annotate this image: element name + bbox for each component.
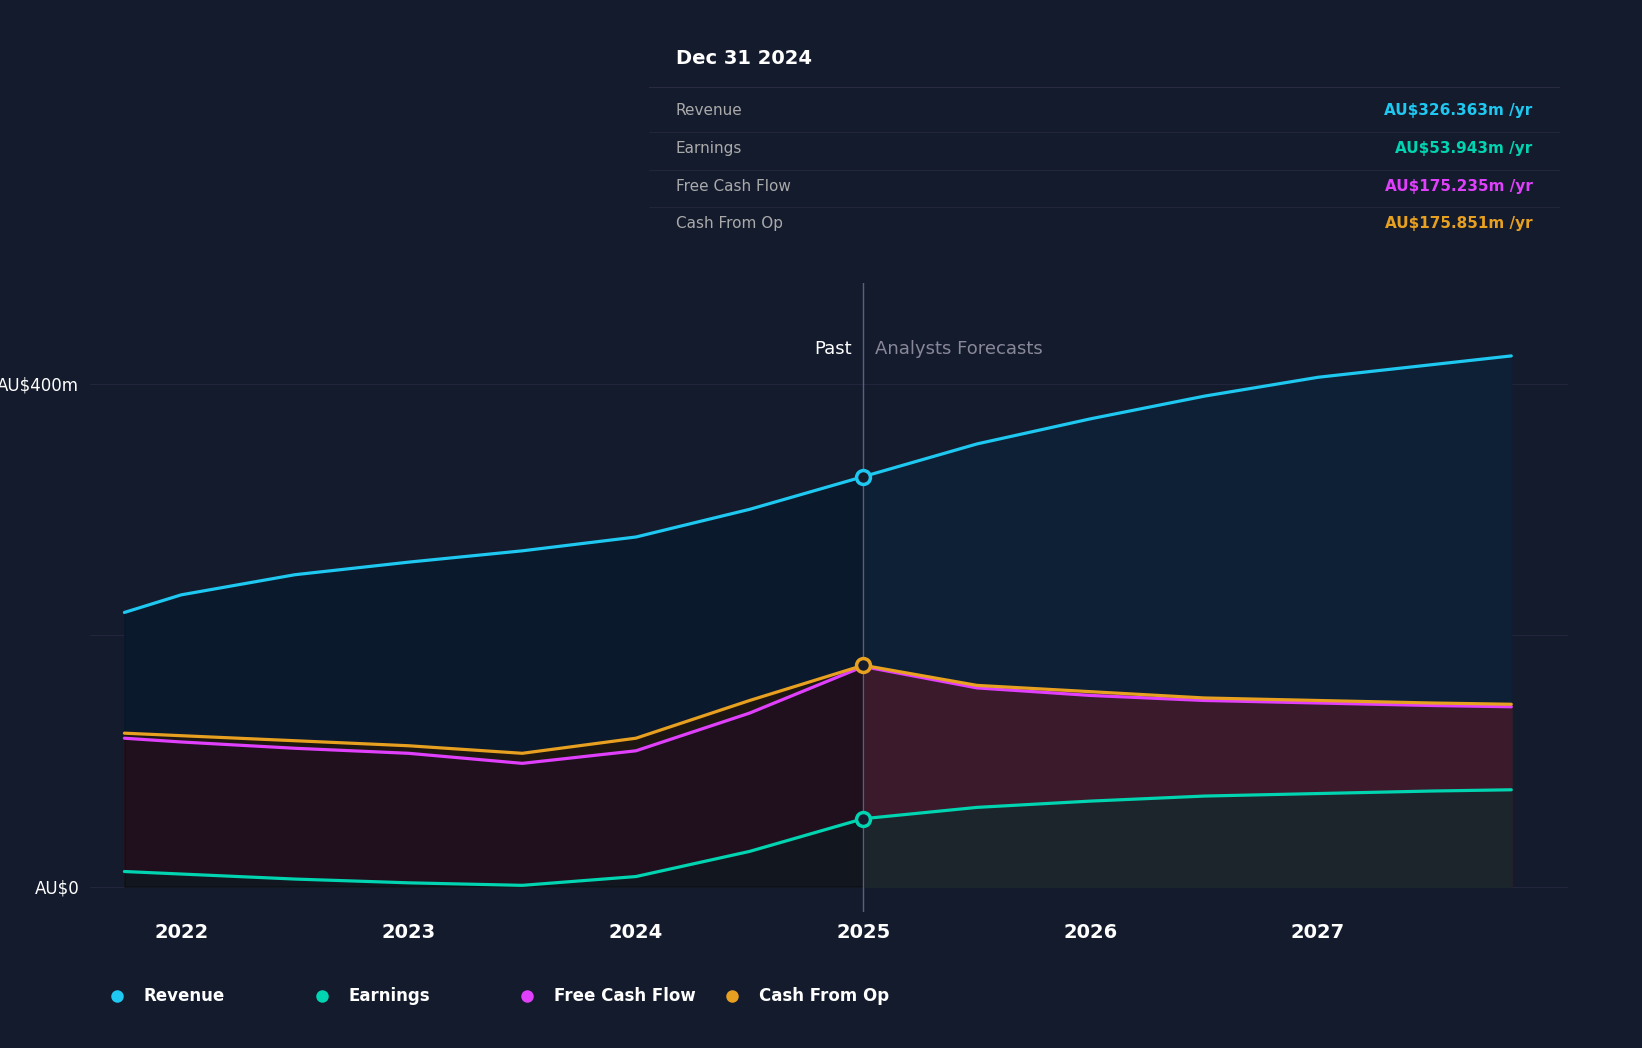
Text: Past: Past	[814, 341, 852, 358]
Text: Dec 31 2024: Dec 31 2024	[677, 49, 811, 68]
Text: Revenue: Revenue	[143, 987, 225, 1005]
Text: Earnings: Earnings	[348, 987, 430, 1005]
Text: Free Cash Flow: Free Cash Flow	[553, 987, 696, 1005]
Text: Cash From Op: Cash From Op	[677, 216, 783, 232]
Text: Cash From Op: Cash From Op	[759, 987, 888, 1005]
Text: Free Cash Flow: Free Cash Flow	[677, 178, 791, 194]
Text: AU$175.851m /yr: AU$175.851m /yr	[1384, 216, 1532, 232]
Text: AU$175.235m /yr: AU$175.235m /yr	[1384, 178, 1532, 194]
Text: Revenue: Revenue	[677, 103, 742, 118]
Text: Analysts Forecasts: Analysts Forecasts	[875, 341, 1043, 358]
Text: Earnings: Earnings	[677, 140, 742, 156]
Text: AU$53.943m /yr: AU$53.943m /yr	[1396, 140, 1532, 156]
Text: AU$326.363m /yr: AU$326.363m /yr	[1384, 103, 1532, 118]
